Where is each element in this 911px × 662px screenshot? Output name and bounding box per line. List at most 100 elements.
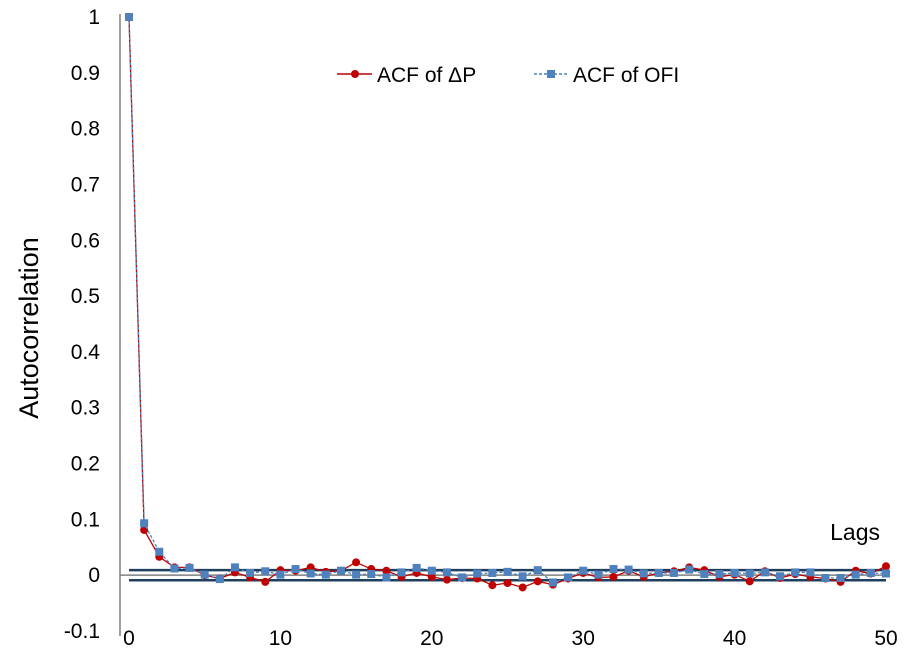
- x-tick-label: 0: [123, 627, 135, 650]
- series-line: [128, 16, 887, 584]
- y-axis-title: Autocorrelation: [14, 237, 44, 419]
- data-point: [685, 565, 694, 574]
- data-point: [261, 567, 270, 576]
- data-point: [155, 547, 164, 556]
- y-tick-label: 0.5: [71, 285, 100, 308]
- legend-marker-square: [547, 70, 555, 78]
- data-point: [594, 570, 603, 579]
- data-point: [548, 578, 557, 587]
- y-tick-label: 0.6: [71, 229, 100, 252]
- x-tick-labels: 0 10 20 30 40 50: [123, 627, 898, 650]
- series-layer: [125, 13, 890, 592]
- legend-label-acf-ofi: ACF of OFI: [573, 64, 679, 87]
- data-point: [609, 572, 618, 581]
- data-point: [624, 565, 633, 574]
- legend-marker-circle: [351, 70, 359, 78]
- y-tick-label: 1: [88, 6, 100, 29]
- data-point: [427, 572, 436, 581]
- data-point: [715, 570, 724, 579]
- data-point: [367, 570, 376, 579]
- data-point: [518, 583, 527, 592]
- y-tick-label: 0.3: [71, 397, 100, 420]
- data-point: [730, 568, 739, 577]
- data-point: [458, 573, 467, 582]
- x-tick-label: 10: [269, 627, 292, 650]
- data-point: [654, 568, 663, 577]
- data-point: [442, 575, 451, 584]
- data-point: [140, 519, 149, 528]
- data-point: [882, 562, 890, 571]
- data-point: [866, 568, 875, 577]
- data-point: [579, 566, 588, 575]
- data-point: [806, 568, 815, 577]
- data-point: [503, 567, 512, 576]
- y-tick-label: 0.7: [71, 173, 100, 196]
- y-axis: -0.1 0 0.1 0.2 0.3 0.4 0.5 0.6 0.7 0.8 0.9 1: [64, 6, 121, 643]
- data-point: [533, 577, 542, 586]
- data-point: [700, 570, 709, 579]
- data-point: [564, 573, 573, 582]
- data-point: [306, 563, 315, 572]
- data-point: [412, 563, 421, 572]
- data-point: [776, 572, 785, 581]
- data-point: [125, 13, 133, 21]
- y-tick-label: -0.1: [64, 620, 100, 643]
- y-tick-label: 0.4: [71, 341, 101, 364]
- legend-item-acf-dp: ACF of ΔP: [337, 64, 476, 87]
- x-tick-label: 40: [723, 627, 746, 650]
- data-point: [639, 569, 648, 578]
- y-tick-label: 0.2: [71, 453, 100, 476]
- data-point: [791, 568, 800, 577]
- data-point: [170, 564, 179, 573]
- y-tick-label: 0.1: [71, 508, 100, 531]
- x-tick-label: 30: [572, 627, 595, 650]
- y-tick-label: 0: [88, 564, 100, 587]
- data-point: [306, 569, 315, 578]
- legend-label-acf-dp: ACF of ΔP: [377, 64, 476, 87]
- data-point: [352, 570, 361, 579]
- data-point: [427, 566, 436, 575]
- series-acf-ofi: [125, 13, 890, 587]
- data-point: [836, 573, 845, 582]
- data-point: [745, 577, 754, 586]
- data-point: [442, 568, 451, 577]
- data-point: [488, 581, 497, 590]
- data-point: [246, 568, 255, 577]
- x-axis-title: Lags: [830, 519, 880, 545]
- data-point: [533, 566, 542, 575]
- data-point: [352, 558, 361, 567]
- y-tick-labels: -0.1 0 0.1 0.2 0.3 0.4 0.5 0.6 0.7 0.8 0.9 1: [64, 6, 100, 643]
- data-point: [882, 569, 890, 578]
- data-point: [609, 565, 618, 574]
- data-point: [185, 563, 194, 572]
- data-point: [276, 570, 285, 579]
- data-point: [821, 573, 830, 582]
- data-point: [851, 570, 860, 579]
- data-point: [518, 572, 527, 581]
- data-point: [397, 568, 406, 577]
- x-tick-label: 20: [420, 627, 443, 650]
- data-point: [670, 568, 679, 577]
- x-tick-label: 50: [874, 627, 897, 650]
- data-point: [261, 577, 270, 586]
- legend: ACF of ΔP ACF of OFI: [337, 64, 679, 87]
- data-point: [382, 566, 391, 575]
- data-point: [336, 566, 345, 575]
- data-point: [473, 569, 482, 578]
- data-point: [230, 563, 239, 572]
- y-tick-label: 0.8: [71, 118, 100, 141]
- data-point: [503, 578, 512, 587]
- data-point: [200, 570, 209, 579]
- data-point: [215, 575, 224, 584]
- data-point: [321, 570, 330, 579]
- data-point: [291, 565, 300, 574]
- y-tick-label: 0.9: [71, 62, 100, 85]
- series-line: [128, 16, 887, 589]
- data-point: [745, 569, 754, 578]
- data-point: [760, 568, 769, 577]
- series-acf-dp: [125, 13, 890, 592]
- data-point: [488, 568, 497, 577]
- legend-item-acf-ofi: ACF of OFI: [534, 64, 679, 87]
- data-point: [382, 573, 391, 582]
